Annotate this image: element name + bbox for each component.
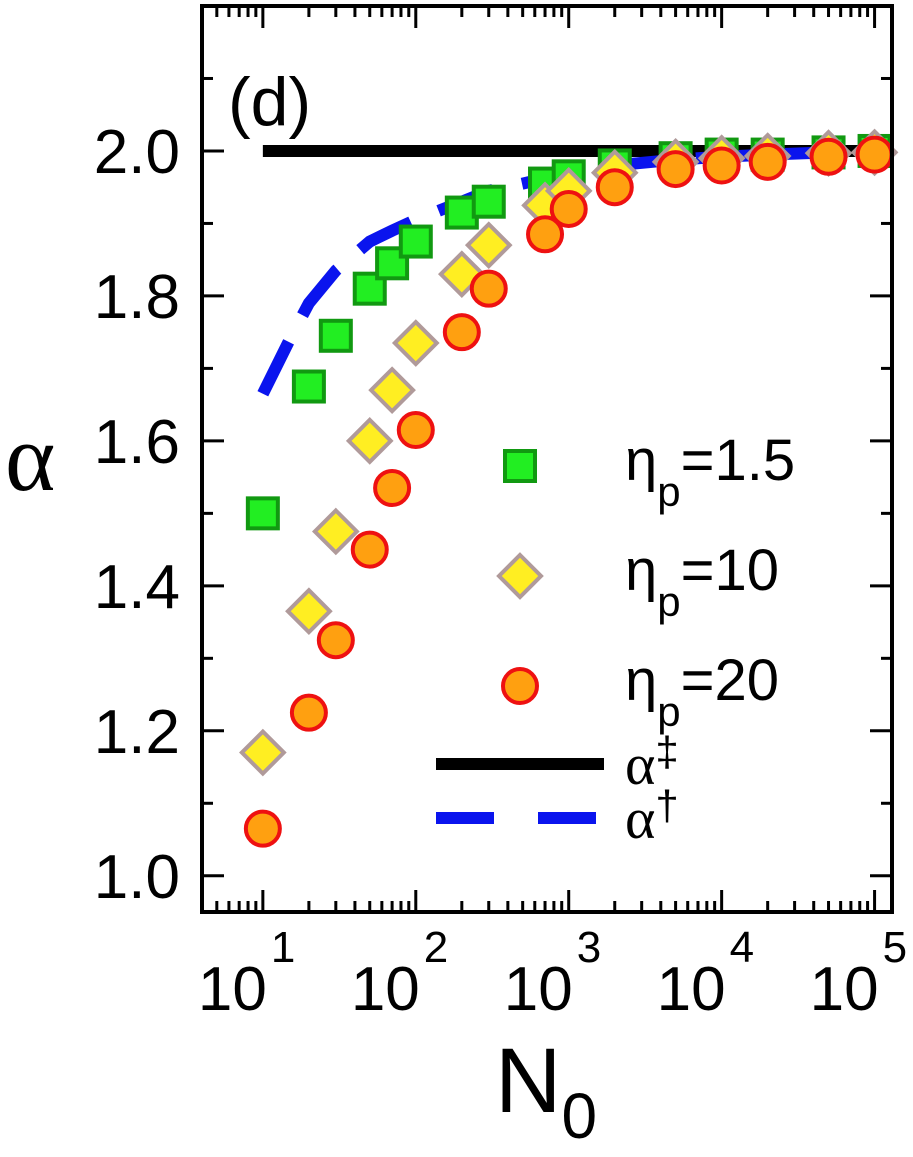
legend-label-double-dagger: α‡	[625, 728, 679, 797]
data-point-eta-1-5	[398, 224, 433, 259]
data-point-eta-20	[442, 313, 481, 352]
data-point-eta-1-5	[375, 246, 410, 281]
y-tick-label: 2.0	[94, 118, 180, 187]
data-point-eta-1-5	[291, 369, 326, 404]
data-point-eta-20	[748, 142, 787, 181]
legend-superscript: ‡	[655, 728, 678, 775]
data-point-eta-20	[595, 168, 634, 207]
x-tick-label: 10	[198, 955, 267, 1024]
y-tick-label: 1.8	[94, 263, 180, 332]
data-point-eta-20	[526, 215, 565, 254]
data-point-eta-20	[656, 150, 695, 189]
legend-value: =1.5	[681, 428, 796, 493]
legend-superscript: †	[655, 782, 678, 829]
y-tick-label: 1.2	[94, 698, 180, 767]
data-point-eta-20	[809, 137, 848, 176]
data-point-eta-20	[469, 269, 508, 308]
x-tick-label-exponent: 3	[577, 923, 601, 972]
legend-marker-eta-1-5	[503, 449, 537, 483]
legend-subscript: p	[657, 468, 680, 515]
data-point-eta-10	[368, 366, 416, 414]
legend-label-eta-1-5: ηp=1.5	[625, 428, 795, 515]
legend-alpha: α	[625, 732, 655, 797]
data-point-eta-10	[464, 221, 513, 270]
y-tick-label: 1.6	[94, 408, 180, 477]
x-tick-label-exponent: 5	[883, 923, 907, 972]
data-point-eta-20	[855, 135, 894, 174]
legend-subscript: p	[657, 578, 680, 625]
data-markers	[239, 128, 899, 848]
x-axis-label: N0	[495, 1030, 597, 1152]
y-tick-label: 1.4	[94, 553, 180, 622]
legend-symbol: η	[625, 428, 657, 493]
legend-label-eta-10: ηp=10	[625, 538, 779, 625]
y-axis-label: α	[5, 404, 55, 511]
y-tick-labels: 1.0 1.2 1.4 1.6 1.8 2.0	[94, 118, 180, 912]
data-point-eta-20	[243, 809, 282, 848]
x-tick-label: 10	[351, 955, 420, 1024]
legend-marker-eta-10	[496, 552, 544, 600]
legend-value: =10	[681, 538, 779, 603]
panel-label: (d)	[228, 64, 311, 140]
data-point-eta-20	[316, 621, 355, 660]
legend-symbol: η	[625, 648, 657, 713]
y-tick-label: 1.0	[94, 843, 180, 912]
x-tick-label: 10	[810, 955, 879, 1024]
data-point-eta-20	[396, 411, 435, 450]
x-axis-label-main: N	[495, 1030, 561, 1132]
data-point-eta-10	[239, 728, 287, 777]
data-point-eta-20	[702, 146, 741, 185]
data-point-eta-20	[549, 189, 588, 228]
legend-marker-eta-20	[501, 667, 539, 705]
x-tick-label: 10	[657, 955, 726, 1024]
data-point-eta-10	[285, 587, 333, 636]
data-point-eta-20	[373, 468, 412, 507]
data-point-eta-20	[289, 693, 328, 732]
data-point-eta-10	[345, 417, 394, 465]
data-point-eta-20	[350, 530, 389, 569]
legend-subscript: p	[657, 688, 680, 735]
data-point-eta-1-5	[245, 496, 280, 531]
legend-label-dagger: α†	[625, 782, 679, 851]
plot-frame	[200, 4, 894, 914]
x-tick-label-exponent: 4	[730, 923, 754, 972]
x-tick-label: 10	[504, 955, 573, 1024]
data-point-eta-1-5	[471, 184, 506, 219]
legend-label-eta-20: ηp=20	[625, 648, 779, 735]
x-axis-label-sub: 0	[561, 1080, 597, 1152]
data-point-eta-10	[311, 507, 360, 556]
data-point-eta-10	[391, 319, 440, 367]
x-tick-label-exponent: 1	[271, 923, 295, 972]
legend-value: =20	[681, 648, 779, 713]
data-point-eta-1-5	[318, 318, 353, 353]
legend-alpha: α	[625, 786, 655, 851]
legend-symbol: η	[625, 538, 657, 603]
x-tick-label-exponent: 2	[424, 923, 448, 972]
